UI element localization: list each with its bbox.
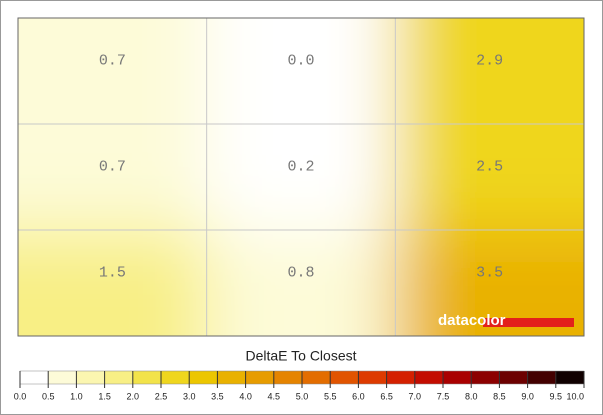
colorbar-tick-label: 9.5 <box>550 391 563 401</box>
colorbar-tick-label: 8.0 <box>465 391 478 401</box>
colorbar-tick-label: 1.5 <box>98 391 111 401</box>
heat-cell <box>18 230 207 336</box>
colorbar-tick-label: 2.0 <box>127 391 140 401</box>
colorbar-segment <box>20 371 49 384</box>
colorbar-tick-label: 4.5 <box>268 391 281 401</box>
colorbar-tick-label: 0.5 <box>42 391 55 401</box>
colorbar-segment <box>161 371 190 384</box>
colorbar-tick-label: 5.0 <box>296 391 309 401</box>
colorbar-segment <box>527 371 556 384</box>
colorbar-tick-label: 9.0 <box>521 391 534 401</box>
heat-cell <box>18 18 207 124</box>
colorbar-tick-label: 0.0 <box>14 391 27 401</box>
colorbar-segment <box>273 371 302 384</box>
colorbar-segment <box>132 371 161 384</box>
cell-label: 0.8 <box>287 264 314 281</box>
colorbar-segment <box>330 371 359 384</box>
colorbar-segment <box>443 371 472 384</box>
cell-label: 0.7 <box>99 158 126 175</box>
colorbar-segment <box>245 371 274 384</box>
colorbar-tick-label: 6.0 <box>352 391 365 401</box>
colorbar-tick-label: 8.5 <box>493 391 506 401</box>
colorbar-title: DeltaE To Closest <box>245 348 356 364</box>
cell-label: 3.5 <box>476 264 503 281</box>
cell-label: 0.7 <box>99 52 126 69</box>
cell-label: 1.5 <box>99 264 126 281</box>
colorbar-segment <box>414 371 443 384</box>
colorbar-segment <box>189 371 218 384</box>
heat-cell <box>395 18 584 124</box>
colorbar-tick-label: 7.0 <box>409 391 422 401</box>
colorbar-segment <box>217 371 246 384</box>
colorbar-segment <box>358 371 387 384</box>
colorbar-segment <box>471 371 500 384</box>
colorbar-segment <box>76 371 105 384</box>
colorbar-tick-label: 10.0 <box>566 391 584 401</box>
colorbar-segment <box>48 371 77 384</box>
colorbar-segment <box>499 371 528 384</box>
heat-cell <box>206 230 396 336</box>
plot-border <box>17 17 585 337</box>
heat-cell <box>206 18 396 124</box>
colorbar-tick-label: 4.0 <box>239 391 252 401</box>
colorbar-tick-label: 6.5 <box>380 391 393 401</box>
colorbar-tick-label: 1.0 <box>70 391 83 401</box>
colorbar-segment <box>302 371 331 384</box>
cell-label: 2.5 <box>476 158 503 175</box>
colorbar-tick-label: 3.0 <box>183 391 196 401</box>
logo: datacolor <box>438 312 506 329</box>
colorbar-tick-label: 5.5 <box>324 391 337 401</box>
colorbar-segment <box>555 371 584 384</box>
colorbar-tick-label: 3.5 <box>211 391 224 401</box>
colorbar-tick-label: 7.5 <box>437 391 450 401</box>
overlay: 0.7 0.0 2.9 0.7 0.2 2.5 1.5 0.8 3.5 <box>18 18 584 336</box>
heat-cell <box>395 124 584 230</box>
cell-label: 0.2 <box>287 158 314 175</box>
cell-label: 0.0 <box>287 52 314 69</box>
colorbar-segment <box>104 371 133 384</box>
colorbar-tick-label: 2.5 <box>155 391 168 401</box>
logo-bar <box>483 318 574 327</box>
cell-label: 2.9 <box>476 52 503 69</box>
heat-cell <box>18 124 207 230</box>
heat-cell <box>206 124 396 230</box>
colorbar-segment <box>386 371 415 384</box>
